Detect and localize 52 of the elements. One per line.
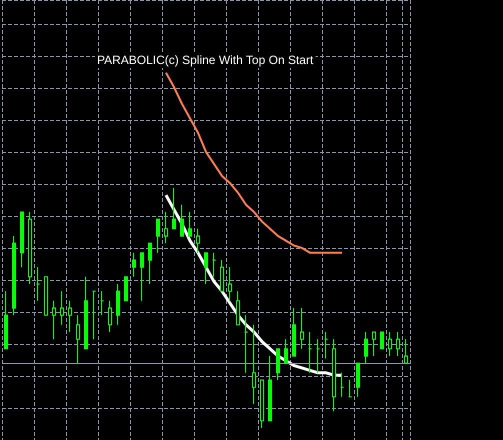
candlestick (172, 187, 176, 230)
candlestick (396, 331, 400, 356)
candlestick (204, 252, 208, 284)
candlestick (196, 228, 200, 254)
candlestick (260, 379, 264, 428)
candlestick (36, 266, 40, 302)
candlestick (124, 276, 128, 302)
candlestick (388, 331, 392, 356)
candlestick (140, 252, 144, 302)
candlestick (188, 211, 192, 236)
candlestick (148, 242, 152, 284)
candlestick (404, 338, 408, 364)
candlestick (316, 338, 320, 374)
candlestick (356, 362, 360, 398)
candlestick (20, 211, 24, 268)
candlestick (284, 338, 288, 364)
candlestick (220, 259, 224, 292)
candlestick (308, 331, 312, 374)
candlestick (340, 372, 344, 398)
candlestick (300, 307, 304, 350)
candlestick (332, 338, 336, 412)
candlestick (180, 204, 184, 236)
candlestick (4, 290, 8, 350)
candlestick (212, 252, 216, 278)
candlestick (108, 300, 112, 332)
candlestick (364, 331, 368, 364)
candlestick (372, 331, 376, 356)
candlestick (348, 379, 352, 398)
candlestick (100, 290, 104, 316)
candlestick (52, 300, 56, 340)
text: PARABOLIC(c) Spline With Top On Start (97, 53, 314, 67)
candlestick (324, 331, 328, 359)
candlestick (244, 314, 248, 374)
candlestick (92, 290, 96, 340)
candlestick (228, 266, 232, 302)
candlestick (84, 276, 88, 350)
candlestick (60, 290, 64, 326)
candlestick (268, 355, 272, 422)
candlestick (116, 283, 120, 326)
candlestick (156, 218, 160, 254)
candlestick (276, 348, 280, 380)
candlestick (252, 324, 256, 404)
candlestick (12, 235, 16, 316)
candlestick (132, 252, 136, 278)
candlestick (28, 211, 32, 284)
candlestick (68, 300, 72, 332)
candlestick (380, 331, 384, 350)
candlestick (76, 314, 80, 364)
candlestick (164, 211, 168, 244)
candlestick (236, 290, 240, 326)
candlestick (44, 276, 48, 316)
candlestick (292, 307, 296, 356)
